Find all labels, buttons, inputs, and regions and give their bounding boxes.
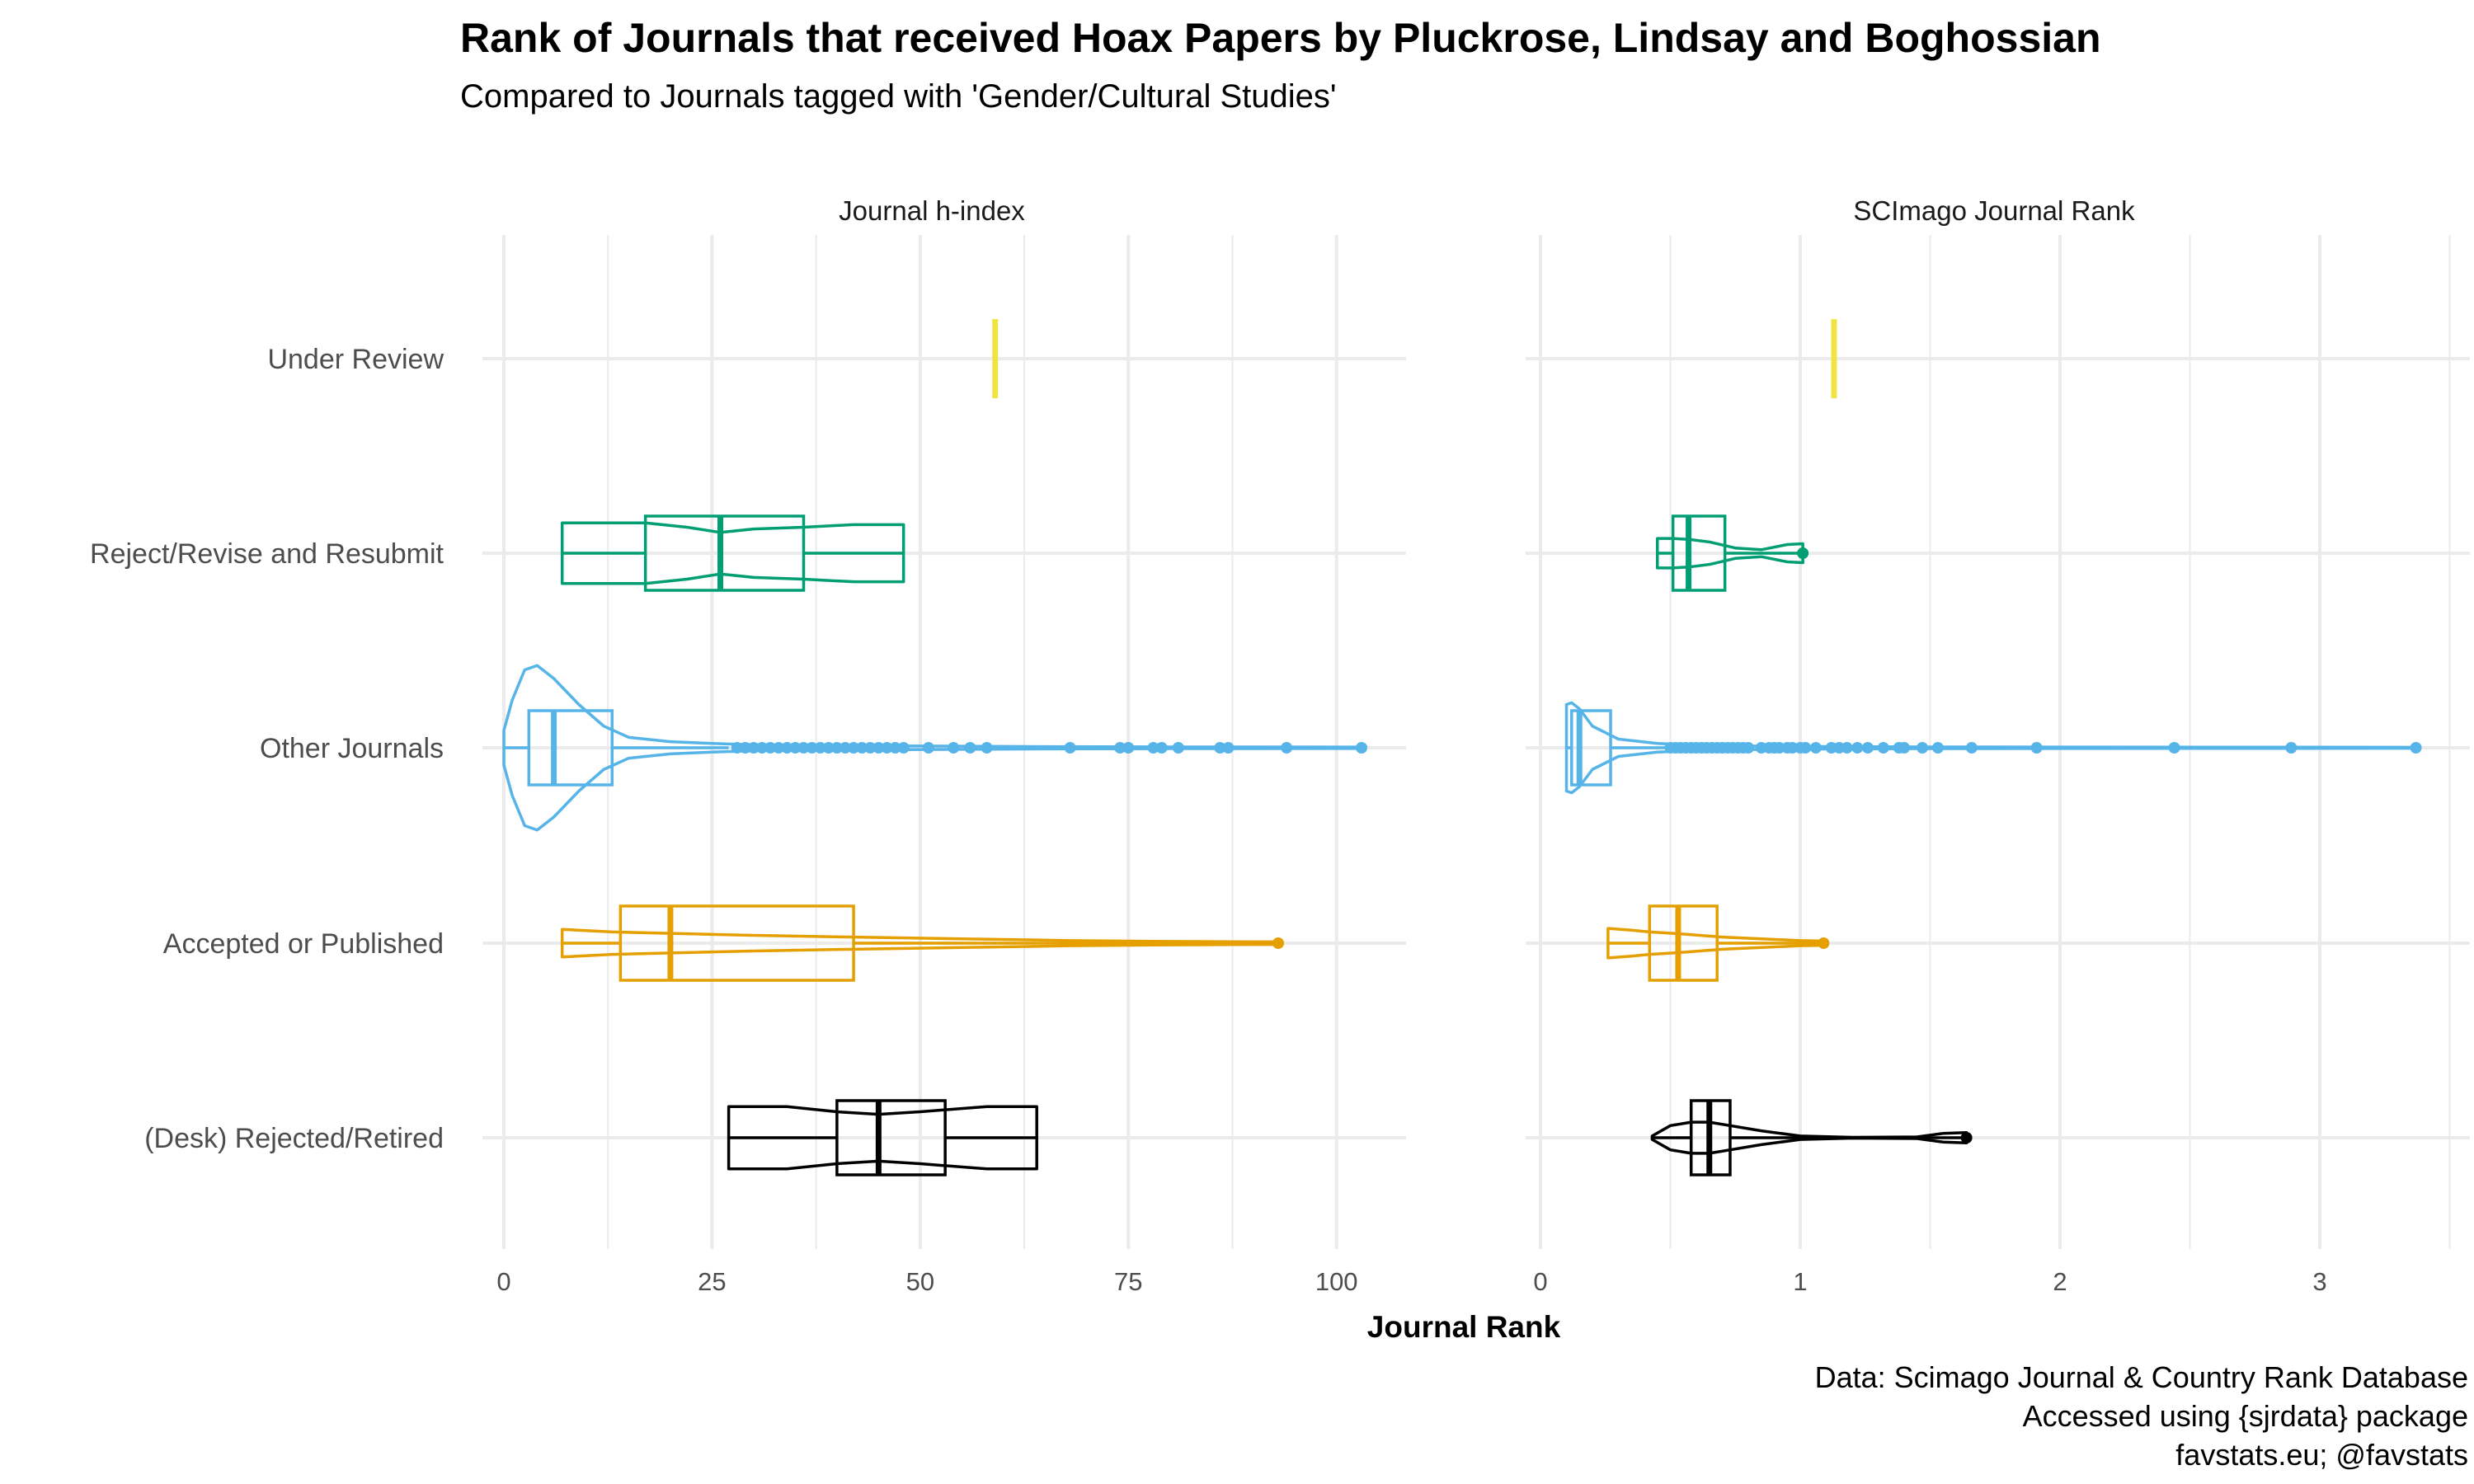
- chart-title: Rank of Journals that received Hoax Pape…: [460, 15, 2101, 61]
- outlier-point: [1147, 742, 1159, 754]
- category-label-accepted-or-published: Accepted or Published: [163, 928, 444, 960]
- x-tick-label: 75: [1114, 1267, 1142, 1296]
- outlier-point: [1172, 742, 1184, 754]
- outlier-point: [2410, 742, 2422, 754]
- outlier-point: [1931, 742, 1944, 754]
- box: [643, 514, 806, 592]
- outlier-point: [864, 742, 877, 754]
- box: [1671, 514, 1727, 592]
- x-tick-label: 0: [496, 1267, 510, 1296]
- outlier-point: [764, 742, 777, 754]
- box: [527, 709, 614, 787]
- category-label-desk-rejected-retired: (Desk) Rejected/Retired: [144, 1123, 444, 1154]
- series-reject-revise-and-resubmit: [560, 514, 905, 592]
- max-point: [1272, 937, 1285, 949]
- outlier-point: [964, 742, 976, 754]
- panel-sjr: 0 1 2 3: [1526, 235, 2470, 1296]
- outlier-point: [2285, 742, 2298, 754]
- violin-outline: [560, 521, 905, 585]
- box: [835, 1099, 947, 1176]
- category-label-reject-revise-and-resubmit: Reject/Revise and Resubmit: [90, 538, 444, 570]
- category-axis-labels: Under Review Reject/Revise and Resubmit Ot…: [90, 344, 444, 1154]
- outlier-point: [781, 742, 793, 754]
- caption-line-2: Accessed using {sjrdata} package: [2023, 1399, 2468, 1433]
- outlier-point: [1281, 742, 1293, 754]
- outlier-point: [2168, 742, 2180, 754]
- x-axis-title: Journal Rank: [1367, 1310, 1561, 1344]
- outlier-point: [789, 742, 802, 754]
- outlier-point: [1877, 742, 1889, 754]
- outlier-point: [897, 742, 910, 754]
- x-tick-label: 25: [698, 1267, 726, 1296]
- outlier-point: [822, 742, 835, 754]
- series-other-journals: [502, 664, 1367, 832]
- series-accepted-or-published: [1606, 904, 1830, 982]
- outlier-point: [1214, 742, 1226, 754]
- outlier-point: [797, 742, 810, 754]
- outlier-point: [981, 742, 993, 754]
- max-point: [1797, 547, 1809, 559]
- outlier-point: [881, 742, 893, 754]
- outlier-point: [830, 742, 843, 754]
- outlier-point: [1743, 742, 1754, 754]
- outlier-point: [856, 742, 868, 754]
- outlier-point: [1356, 742, 1367, 754]
- caption-line-3: favstats.eu; @favstats: [2175, 1438, 2468, 1472]
- outlier-point: [848, 742, 860, 754]
- outlier-point: [889, 742, 901, 754]
- outlier-point: [1222, 742, 1235, 754]
- outlier-point: [1799, 742, 1812, 754]
- violin-outline: [1656, 537, 1804, 570]
- outlier-point: [756, 742, 769, 754]
- series-desk-rejected-retired: [727, 1099, 1038, 1176]
- x-tick-label: 2: [2053, 1267, 2067, 1296]
- caption-line-1: Data: Scimago Journal & Country Rank Dat…: [1815, 1360, 2468, 1394]
- outlier-point: [1917, 742, 1929, 754]
- outlier-point: [1155, 742, 1168, 754]
- outlier-point: [1122, 742, 1135, 754]
- outlier-point: [1809, 742, 1822, 754]
- outlier-point: [1064, 742, 1076, 754]
- outlier-point: [806, 742, 818, 754]
- series-other-journals: [1564, 701, 2422, 795]
- outlier-point: [1114, 742, 1126, 754]
- panel-title-sjr: SCImago Journal Rank: [1853, 195, 2135, 226]
- outlier-point: [739, 742, 751, 754]
- x-tick-label: 100: [1315, 1267, 1358, 1296]
- outlier-point: [747, 742, 760, 754]
- x-tick-label: 1: [1793, 1267, 1807, 1296]
- outlier-point: [731, 742, 743, 754]
- max-point: [1818, 937, 1830, 949]
- panel-h-index: 0 25 50 75 100: [482, 235, 1406, 1296]
- box: [618, 904, 855, 982]
- chart-subtitle: Compared to Journals tagged with 'Gender…: [460, 78, 1337, 115]
- outlier-point: [1841, 742, 1853, 754]
- category-label-other-journals: Other Journals: [260, 733, 444, 764]
- outlier-point: [839, 742, 851, 754]
- outlier-point: [814, 742, 826, 754]
- x-tick-label: 3: [2312, 1267, 2326, 1296]
- outlier-point: [2030, 742, 2043, 754]
- outlier-point: [1861, 742, 1874, 754]
- series-desk-rejected-retired: [1650, 1099, 1973, 1176]
- outlier-point: [1965, 742, 1978, 754]
- x-tick-label: 50: [906, 1267, 934, 1296]
- max-point: [1960, 1132, 1973, 1144]
- outlier-point: [773, 742, 785, 754]
- panel-title-h-index: Journal h-index: [839, 195, 1025, 226]
- box: [1570, 709, 1612, 787]
- series-accepted-or-published: [560, 904, 1285, 982]
- outlier-point: [872, 742, 885, 754]
- series-reject-revise-and-resubmit: [1656, 514, 1809, 592]
- outlier-point: [922, 742, 934, 754]
- outlier-point: [1851, 742, 1864, 754]
- outlier-point: [1898, 742, 1910, 754]
- violin-outline: [727, 1105, 1038, 1171]
- category-label-under-review: Under Review: [267, 344, 444, 375]
- outlier-point: [948, 742, 960, 754]
- x-tick-label: 0: [1533, 1267, 1547, 1296]
- box: [1648, 904, 1719, 982]
